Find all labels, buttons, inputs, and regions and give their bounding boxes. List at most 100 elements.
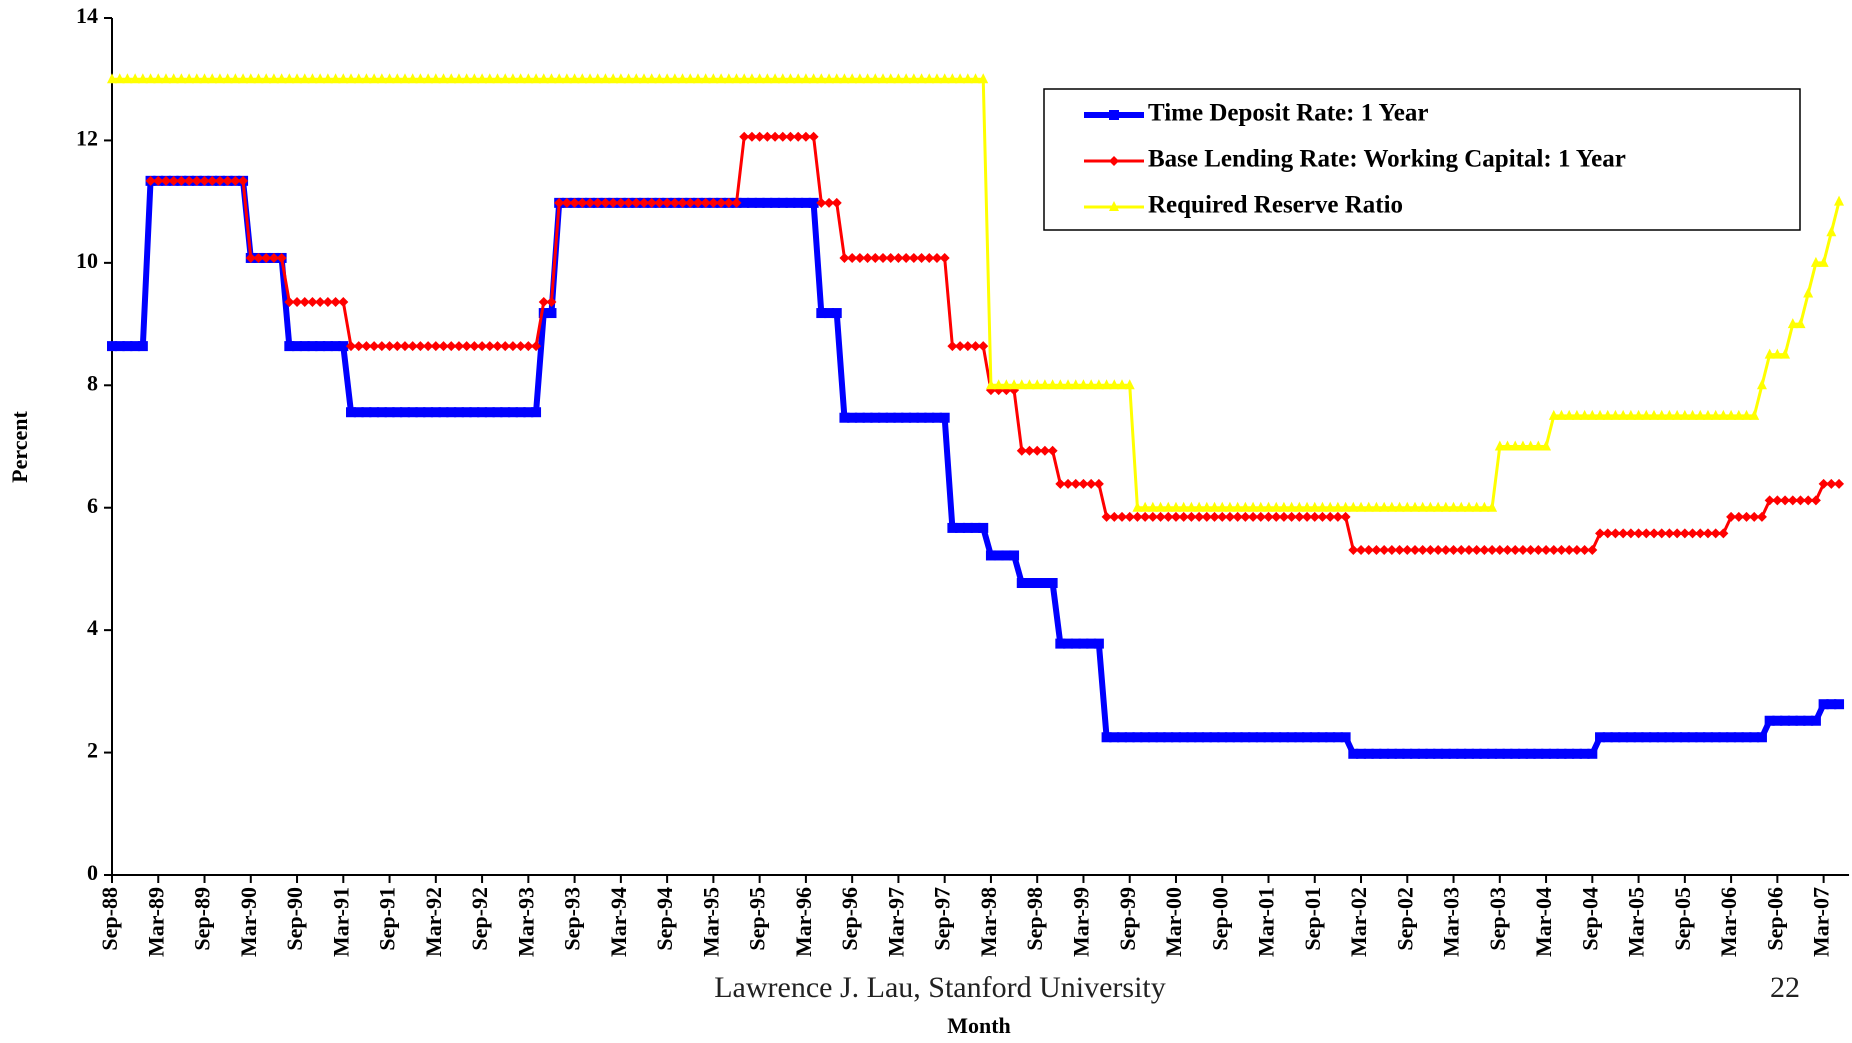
data-point bbox=[955, 73, 966, 84]
data-point bbox=[870, 252, 881, 263]
data-point bbox=[770, 73, 781, 84]
y-tick-label: 14 bbox=[76, 3, 98, 28]
data-point bbox=[1001, 379, 1012, 390]
data-point bbox=[1163, 732, 1174, 743]
data-point bbox=[816, 197, 827, 208]
data-point bbox=[453, 73, 464, 84]
data-point bbox=[800, 73, 811, 84]
data-point bbox=[808, 197, 819, 208]
legend-marker bbox=[1109, 156, 1119, 166]
data-point bbox=[1101, 511, 1112, 522]
data-point bbox=[669, 197, 680, 208]
data-point bbox=[1140, 732, 1151, 743]
data-point bbox=[1263, 732, 1274, 743]
data-point bbox=[623, 73, 634, 84]
page-number: 22 bbox=[1770, 971, 1800, 1004]
data-point bbox=[1433, 544, 1444, 555]
x-tick-label: Sep-00 bbox=[1207, 887, 1232, 951]
data-point bbox=[862, 412, 873, 423]
data-point bbox=[1548, 544, 1559, 555]
data-point bbox=[854, 252, 865, 263]
data-point bbox=[1564, 544, 1575, 555]
data-point bbox=[1186, 511, 1197, 522]
data-point bbox=[268, 252, 279, 263]
data-point bbox=[1070, 379, 1081, 390]
data-point bbox=[446, 341, 457, 352]
data-point bbox=[500, 341, 511, 352]
data-point bbox=[1571, 409, 1582, 420]
data-point bbox=[222, 73, 233, 84]
data-point bbox=[1371, 501, 1382, 512]
data-point bbox=[1294, 732, 1305, 743]
data-point bbox=[407, 407, 418, 418]
data-point bbox=[1178, 511, 1189, 522]
data-point bbox=[1764, 348, 1775, 359]
data-point bbox=[1494, 748, 1505, 759]
data-point bbox=[245, 73, 256, 84]
data-point bbox=[1063, 478, 1074, 489]
data-point bbox=[1618, 409, 1629, 420]
data-point bbox=[554, 73, 565, 84]
data-point bbox=[538, 73, 549, 84]
data-point bbox=[1170, 501, 1181, 512]
legend-marker bbox=[1109, 110, 1119, 120]
data-point bbox=[315, 341, 326, 352]
data-point bbox=[1248, 501, 1259, 512]
x-tick-label: Sep-03 bbox=[1485, 887, 1510, 951]
data-point bbox=[685, 197, 696, 208]
data-point bbox=[423, 407, 434, 418]
data-point bbox=[453, 407, 464, 418]
data-point bbox=[1471, 501, 1482, 512]
data-point bbox=[1009, 550, 1020, 561]
data-point bbox=[970, 522, 981, 533]
data-point bbox=[1132, 501, 1143, 512]
data-point bbox=[1186, 501, 1197, 512]
data-point bbox=[1248, 732, 1259, 743]
data-point bbox=[523, 73, 534, 84]
data-point bbox=[330, 297, 341, 308]
data-point bbox=[1579, 409, 1590, 420]
data-point bbox=[1140, 501, 1151, 512]
data-point bbox=[245, 252, 256, 263]
data-point bbox=[677, 197, 688, 208]
data-point bbox=[1595, 732, 1606, 743]
data-point bbox=[1070, 638, 1081, 649]
legend-text: Time Deposit Rate: 1 Year bbox=[1148, 100, 1429, 127]
data-point bbox=[1702, 409, 1713, 420]
data-point bbox=[770, 131, 781, 142]
data-point bbox=[1147, 511, 1158, 522]
data-point bbox=[1587, 748, 1598, 759]
data-point bbox=[307, 341, 318, 352]
data-point bbox=[361, 73, 372, 84]
data-point bbox=[238, 175, 249, 186]
data-point bbox=[1494, 544, 1505, 555]
data-point bbox=[1371, 544, 1382, 555]
data-point bbox=[1201, 732, 1212, 743]
data-point bbox=[1772, 348, 1783, 359]
data-point bbox=[1672, 528, 1683, 539]
data-point bbox=[1625, 732, 1636, 743]
data-point bbox=[800, 131, 811, 142]
data-point bbox=[1340, 501, 1351, 512]
data-point bbox=[615, 197, 626, 208]
data-point bbox=[1780, 348, 1791, 359]
data-point bbox=[1440, 748, 1451, 759]
y-axis-label: Percent bbox=[7, 411, 32, 483]
data-point bbox=[1517, 748, 1528, 759]
data-point bbox=[1463, 501, 1474, 512]
data-point bbox=[716, 197, 727, 208]
data-point bbox=[1240, 732, 1251, 743]
data-point bbox=[1425, 544, 1436, 555]
data-point bbox=[808, 131, 819, 142]
data-point bbox=[1564, 748, 1575, 759]
data-point bbox=[1055, 638, 1066, 649]
data-point bbox=[1610, 528, 1621, 539]
data-point bbox=[1271, 511, 1282, 522]
data-point bbox=[507, 407, 518, 418]
data-point bbox=[284, 73, 295, 84]
data-point bbox=[1664, 409, 1675, 420]
data-point bbox=[1448, 501, 1459, 512]
data-point bbox=[1016, 578, 1027, 589]
data-point bbox=[1726, 732, 1737, 743]
data-point bbox=[592, 197, 603, 208]
